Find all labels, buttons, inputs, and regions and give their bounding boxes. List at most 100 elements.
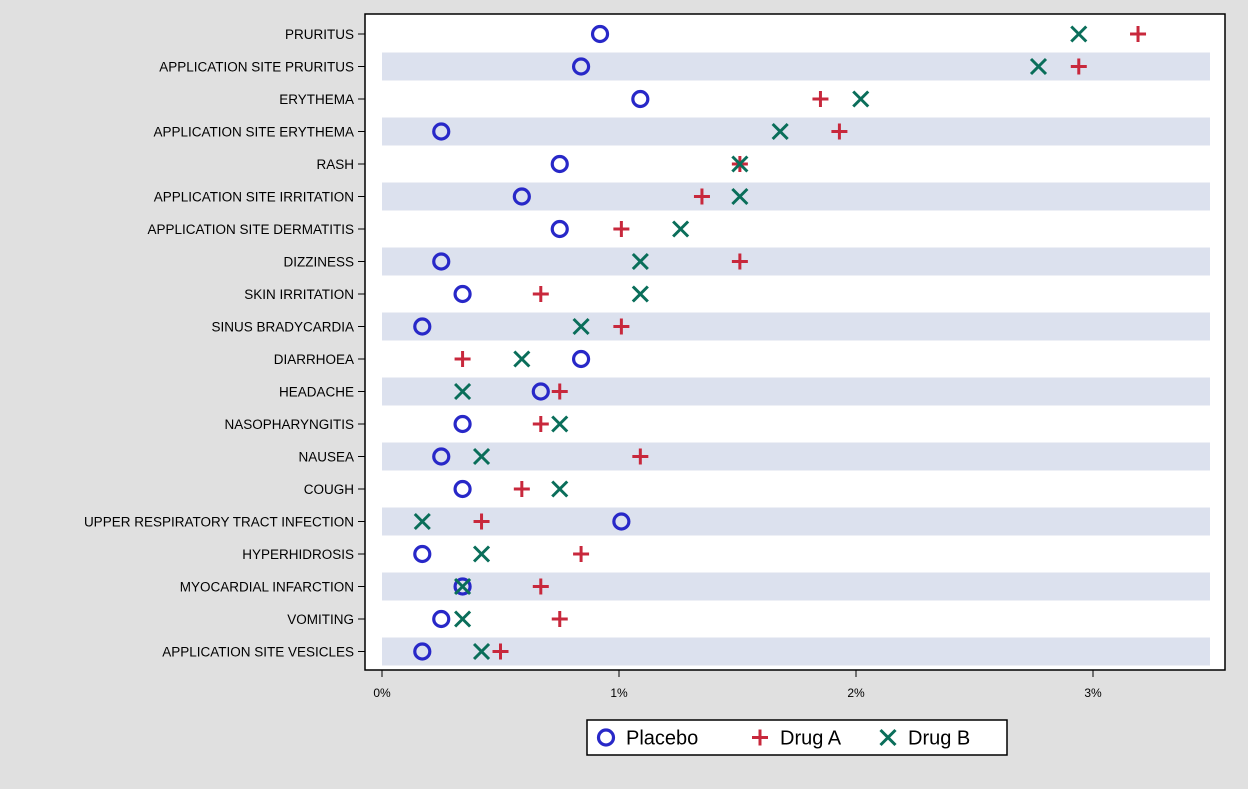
drug-a-point [632, 448, 649, 465]
category-label: APPLICATION SITE PRURITUS [159, 60, 354, 75]
category-label: ERYTHEMA [279, 92, 354, 107]
drug-b-point [731, 155, 749, 173]
category-label: NASOPHARYNGITIS [224, 417, 354, 432]
placebo-point [571, 349, 591, 369]
drug-a-point [812, 91, 829, 107]
drug-b-point [454, 577, 472, 596]
drug-b-point [472, 447, 491, 466]
drug-a-point [1070, 58, 1087, 75]
plot-frame [364, 13, 1226, 671]
drug-b-point [551, 415, 569, 433]
x-tick-label: 2% [847, 686, 865, 700]
row-band [382, 182, 1210, 211]
category-label: APPLICATION SITE DERMATITIS [147, 222, 354, 237]
drug-a-point [532, 286, 549, 302]
placebo-point [512, 187, 531, 206]
category-label: COUGH [304, 482, 354, 497]
placebo-point [432, 122, 451, 141]
placebo-point [453, 479, 472, 499]
row-band [382, 117, 1210, 146]
drug-b-point [731, 187, 749, 206]
legend-drug-b-icon [879, 728, 897, 747]
drug-b-point [454, 382, 472, 401]
drug-b-point [472, 545, 491, 563]
drug-b-point [1070, 25, 1088, 43]
drug-b-point [771, 122, 789, 141]
category-label: MYOCARDIAL INFARCTION [180, 580, 354, 595]
placebo-point [612, 512, 631, 531]
placebo-point [432, 609, 451, 629]
category-label: SINUS BRADYCARDIA [211, 320, 354, 335]
plot-area [365, 14, 1225, 670]
drug-a-point [532, 416, 549, 432]
category-label: PRURITUS [285, 27, 354, 42]
legend-drug-b-label: Drug B [908, 728, 970, 750]
drug-a-point [831, 123, 848, 140]
drug-b-point [413, 512, 431, 531]
drug-a-point [551, 383, 568, 400]
drug-a-point [1130, 26, 1147, 42]
drug-b-point [672, 220, 690, 238]
drug-a-point [551, 611, 568, 627]
row-band [382, 442, 1210, 471]
row-band [382, 572, 1210, 601]
row-band [382, 247, 1210, 276]
placebo-point [571, 57, 591, 76]
drug-a-point [454, 351, 471, 367]
drug-a-point [613, 318, 630, 335]
row-band [382, 312, 1210, 341]
placebo-point [550, 219, 569, 239]
legend-placebo-icon [596, 728, 616, 747]
placebo-point [453, 284, 472, 304]
category-label: RASH [316, 157, 354, 172]
drug-b-point [1029, 57, 1048, 76]
category-label: SKIN IRRITATION [244, 287, 354, 302]
category-label: DIZZINESS [283, 255, 354, 270]
drug-b-point [472, 642, 491, 661]
placebo-point [432, 447, 451, 466]
category-label: HEADACHE [279, 385, 354, 400]
drug-b-point [513, 350, 531, 368]
drug-b-point [631, 285, 649, 303]
placebo-point [590, 24, 610, 44]
placebo-point [453, 577, 472, 596]
x-tick-label: 3% [1084, 686, 1102, 700]
drug-a-point [492, 643, 509, 660]
category-label: APPLICATION SITE IRRITATION [154, 190, 354, 205]
drug-a-point [513, 481, 530, 497]
placebo-point [550, 154, 569, 174]
x-tick-label: 1% [610, 686, 628, 700]
drug-b-point [454, 610, 472, 628]
category-label: UPPER RESPIRATORY TRACT INFECTION [84, 515, 354, 530]
placebo-point [432, 252, 451, 271]
category-label: APPLICATION SITE ERYTHEMA [153, 125, 354, 140]
placebo-point [531, 382, 550, 401]
x-tick-label: 0% [373, 686, 391, 700]
legend-placebo-label: Placebo [626, 728, 698, 750]
drug-b-point [551, 480, 569, 498]
drug-b-point [631, 252, 649, 271]
category-label: DIARRHOEA [274, 352, 354, 367]
drug-a-point [473, 513, 490, 530]
category-label: NAUSEA [298, 450, 354, 465]
placebo-point [413, 544, 432, 564]
row-band [382, 637, 1210, 666]
placebo-point [453, 414, 472, 434]
legend-drug-a-icon [752, 729, 768, 746]
category-label: HYPERHIDROSIS [242, 547, 354, 562]
drug-a-point [573, 546, 590, 562]
placebo-point [631, 89, 650, 109]
drug-a-point [532, 578, 549, 595]
drug-a-point [731, 253, 748, 270]
legend-drug-a-label: Drug A [780, 728, 842, 750]
category-label: VOMITING [287, 612, 354, 627]
drug-a-point [613, 221, 630, 237]
drug-b-point [572, 317, 590, 336]
row-band [382, 507, 1210, 536]
placebo-point [413, 317, 432, 336]
drug-b-point [852, 90, 870, 108]
drug-a-point [693, 188, 710, 205]
legend-box [586, 719, 1008, 756]
